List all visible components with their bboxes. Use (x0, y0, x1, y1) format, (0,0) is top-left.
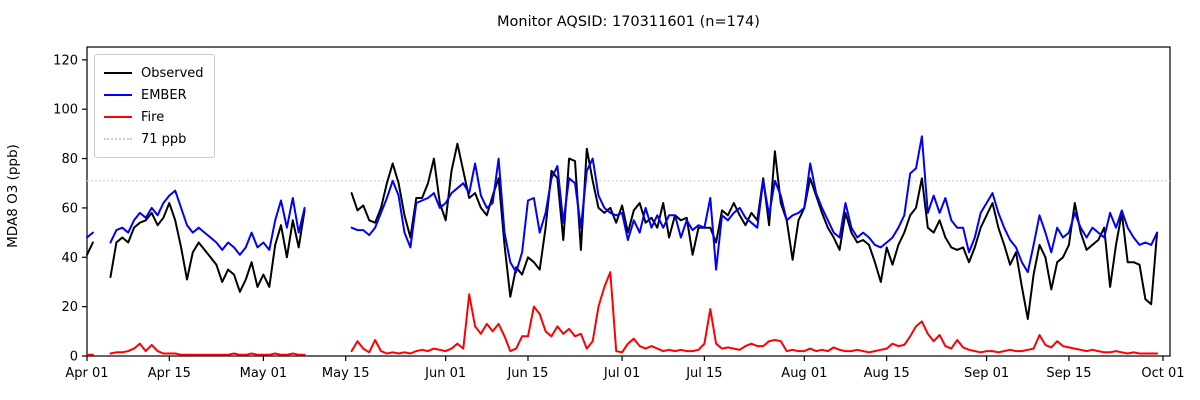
y-tick-label: 80 (61, 152, 78, 167)
y-tick-label: 60 (61, 201, 78, 216)
legend-label: Observed (141, 65, 204, 81)
x-tick-label: Jun 01 (424, 366, 466, 381)
x-tick-label: May 01 (240, 366, 288, 381)
legend-label: EMBER (141, 87, 187, 103)
plot-area (86, 46, 1171, 357)
y-tick-label: 40 (61, 251, 78, 266)
legend: Observed EMBER Fire 71 ppb (94, 54, 215, 158)
x-tick-label: Aug 01 (781, 366, 827, 381)
y-tick-label: 100 (53, 103, 78, 118)
x-tick-label: Jul 15 (685, 366, 722, 381)
x-tick-label: Jul 01 (603, 366, 640, 381)
legend-swatch-icon (104, 116, 132, 118)
legend-label: 71 ppb (141, 131, 187, 147)
x-tick-label: Aug 15 (864, 366, 910, 381)
legend-item-ember: EMBER (104, 84, 204, 106)
x-tick-label: Apr 15 (148, 366, 191, 381)
legend-swatch-icon (104, 94, 132, 96)
x-tick-label: May 15 (322, 366, 370, 381)
y-axis-label: MDA8 O3 (ppb) (5, 144, 21, 248)
x-tick-label: Sep 15 (1046, 366, 1091, 381)
legend-item-71-ppb: 71 ppb (104, 128, 204, 150)
legend-swatch-icon (104, 138, 132, 140)
x-tick-label: Sep 01 (964, 366, 1009, 381)
y-tick-label: 0 (70, 350, 78, 365)
x-tick-label: Jun 15 (506, 366, 548, 381)
y-tick-label: 120 (53, 53, 78, 68)
x-tick-label: Apr 01 (65, 366, 108, 381)
legend-label: Fire (141, 109, 165, 125)
series-line-ember (86, 135, 1159, 274)
series-line-fire (86, 271, 1159, 356)
legend-item-observed: Observed (104, 62, 204, 84)
legend-item-fire: Fire (104, 106, 204, 128)
x-tick-label: Oct 01 (1141, 366, 1184, 381)
chart-title: Monitor AQSID: 170311601 (n=174) (497, 14, 760, 30)
series-line-observed (86, 142, 1159, 320)
y-tick-label: 20 (61, 300, 78, 315)
legend-swatch-icon (104, 72, 132, 74)
